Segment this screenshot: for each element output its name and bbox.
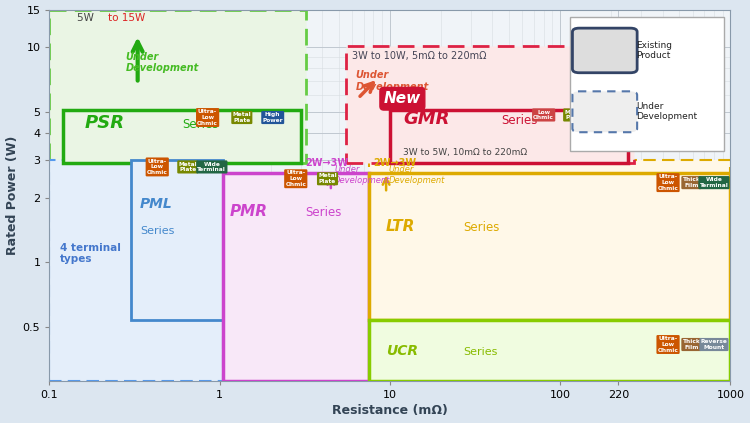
Text: Existing
Product: Existing Product (637, 41, 673, 60)
Text: Metal
Plate: Metal Plate (318, 173, 337, 184)
Text: Wide
Terminal: Wide Terminal (700, 177, 728, 188)
Text: Under
Development: Under Development (334, 165, 391, 185)
Polygon shape (130, 160, 224, 320)
Y-axis label: Rated Power (W): Rated Power (W) (5, 136, 19, 255)
Text: Under
Development: Under Development (637, 102, 698, 121)
Polygon shape (369, 160, 730, 381)
Polygon shape (63, 110, 301, 163)
Text: Series: Series (464, 347, 498, 357)
Text: Metal
Plate: Metal Plate (564, 110, 583, 121)
Text: Thick
Film: Thick Film (682, 339, 700, 350)
Text: 5W: 5W (76, 14, 97, 24)
Text: Series: Series (182, 118, 218, 132)
Text: Series: Series (464, 221, 500, 234)
Text: Series: Series (501, 114, 538, 127)
FancyBboxPatch shape (572, 91, 638, 132)
Polygon shape (224, 173, 369, 381)
Text: New: New (384, 91, 421, 106)
Polygon shape (50, 10, 306, 163)
Text: 4 terminal
types: 4 terminal types (60, 243, 121, 264)
Text: PMR: PMR (230, 203, 268, 219)
Text: Under
Development: Under Development (356, 70, 429, 91)
Text: Low
Ohmic: Low Ohmic (533, 110, 554, 121)
Text: Metal
Plate: Metal Plate (232, 112, 251, 123)
Text: PSR: PSR (84, 114, 124, 132)
Text: PML: PML (140, 197, 172, 211)
Text: Ultra-
Low
Ohmic: Ultra- Low Ohmic (197, 109, 218, 126)
Text: Ultra-
Low
Ohmic: Ultra- Low Ohmic (658, 174, 679, 191)
Text: Series: Series (306, 206, 342, 219)
Polygon shape (369, 320, 730, 381)
Text: 2W→3W: 2W→3W (306, 158, 349, 168)
Text: Reverse
Mount: Reverse Mount (700, 339, 727, 350)
X-axis label: Resistance (mΩ): Resistance (mΩ) (332, 404, 448, 418)
Polygon shape (346, 46, 634, 163)
Text: Under
Development: Under Development (388, 165, 445, 185)
Text: Wide
Terminal: Wide Terminal (197, 162, 226, 172)
Text: Under
Development: Under Development (125, 52, 199, 73)
Polygon shape (390, 110, 628, 163)
FancyBboxPatch shape (572, 28, 638, 73)
Text: Ultra-
Low
Ohmic: Ultra- Low Ohmic (147, 159, 168, 175)
Text: Ultra-
Low
Ohmic: Ultra- Low Ohmic (658, 336, 679, 353)
Text: Ultra-
Low
Ohmic: Ultra- Low Ohmic (285, 170, 306, 187)
Text: High
Power: High Power (593, 110, 614, 121)
Polygon shape (369, 173, 730, 320)
Text: Metal
Plate: Metal Plate (178, 162, 197, 172)
Text: Thick
Film: Thick Film (682, 177, 700, 188)
Text: GMR: GMR (404, 110, 450, 128)
Text: 3W to 5W, 10mΩ to 220mΩ: 3W to 5W, 10mΩ to 220mΩ (404, 148, 527, 157)
Polygon shape (50, 160, 224, 381)
Text: 3W to 10W, 5mΩ to 220mΩ: 3W to 10W, 5mΩ to 220mΩ (352, 51, 487, 61)
FancyBboxPatch shape (571, 17, 724, 151)
Text: to 15W: to 15W (108, 14, 145, 24)
Text: LTR: LTR (386, 219, 416, 234)
Text: Series: Series (140, 226, 174, 236)
Text: High
Power: High Power (262, 112, 283, 123)
Text: UCR: UCR (386, 344, 418, 358)
Text: 2W→3W: 2W→3W (374, 158, 416, 168)
